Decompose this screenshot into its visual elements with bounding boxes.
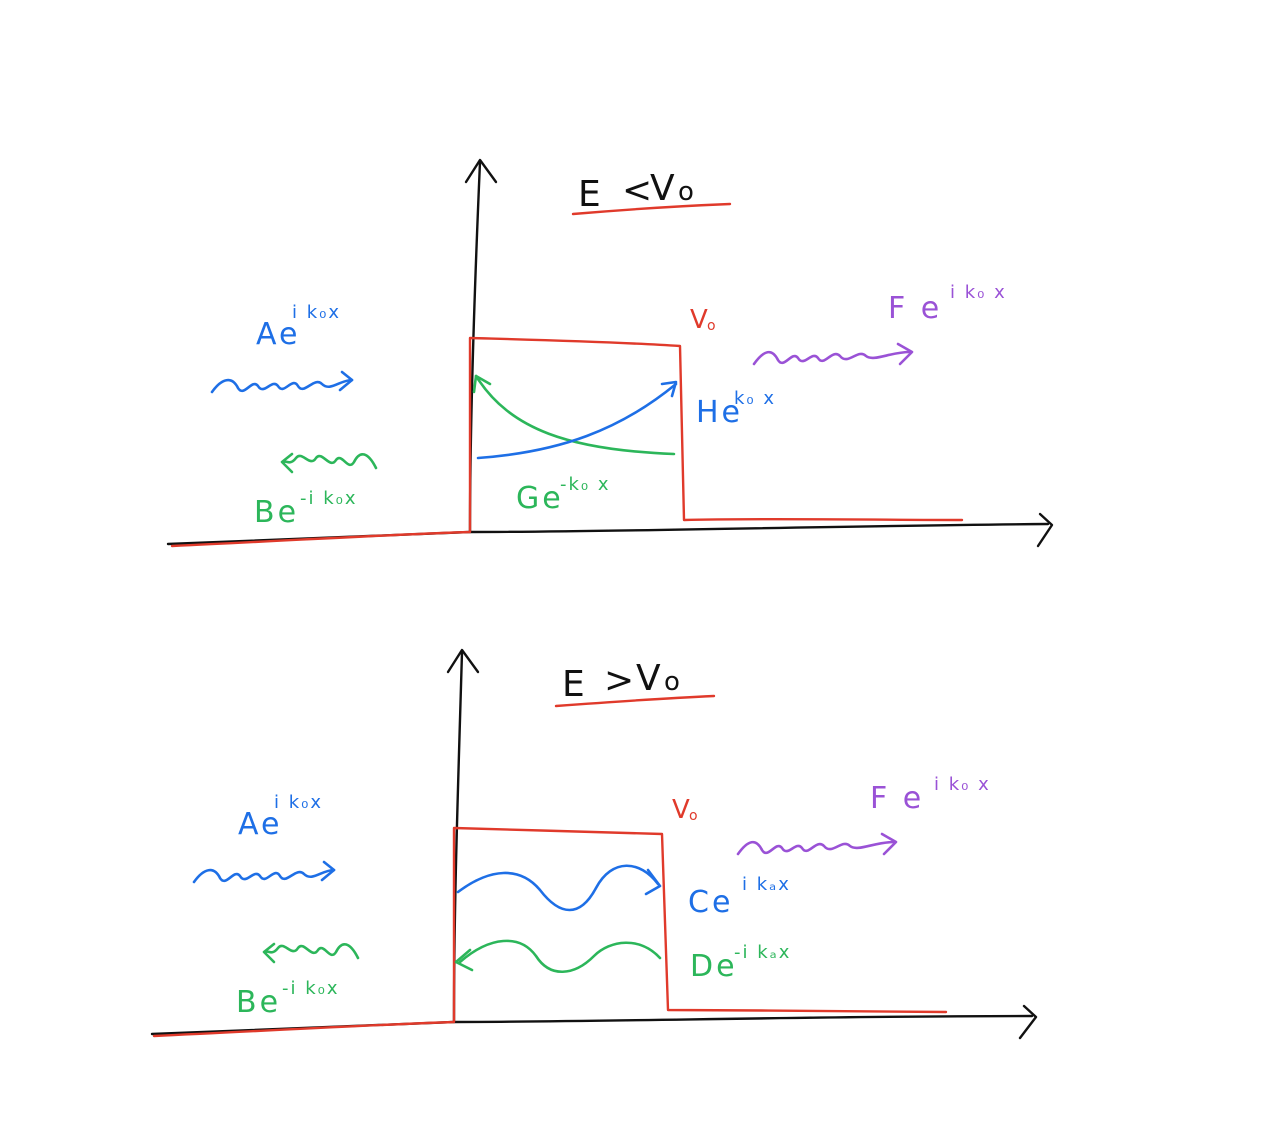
reflected-squiggle [264,943,360,960]
potential-barrier [152,826,948,1038]
incident-wave-exponent: i k₀x [274,792,323,813]
title-potential-subscript: o [664,667,680,697]
decaying-wave-arrowhead [472,374,492,394]
y-axis [468,160,482,534]
panel-title: E > V o [554,658,716,708]
incident-arrowhead [320,860,336,882]
transmitted-wave-coefficient: F e [870,781,924,816]
backward-oscillating-arrowhead [454,948,474,972]
growing-wave-coefficient: He [696,395,743,430]
x-axis-arrowhead [1018,1004,1038,1040]
forward-oscillating-coefficient: Ce [688,885,733,920]
panel-title: E < V o [571,168,732,216]
backward-oscillating-exponent: -i kₐx [734,942,791,963]
title-relation: > [604,660,640,701]
incident-wave-exponent: i k₀x [292,302,341,323]
title-underline [554,694,716,708]
forward-oscillating-wave [456,864,660,912]
title-potential-subscript: o [678,177,694,207]
incident-wave-coefficient: Ae [238,807,282,842]
barrier-height-subscript: o [707,318,716,334]
barrier-height-label: V [672,795,690,825]
barrier-height-subscript: o [689,808,698,824]
incident-wave-coefficient: Ae [256,317,300,352]
title-energy: E [578,174,607,215]
potential-barrier [170,336,964,548]
incident-squiggle [210,378,354,394]
y-axis-arrowhead [464,158,498,184]
reflected-wave-exponent: -i k₀x [300,488,358,509]
x-axis [150,1014,1034,1036]
panel-e-greater-than-v0: E > V o V o Ae i k₀x Be -i k₀x F e i k₀ … [150,648,1038,1040]
reflected-arrowhead [280,452,294,474]
forward-oscillating-arrowhead [644,868,662,896]
growing-wave-exponent: k₀ x [734,388,776,409]
transmitted-squiggle [752,350,912,366]
title-underline [571,202,732,216]
reflected-squiggle [282,453,378,470]
y-axis-arrowhead [446,648,480,674]
x-axis-arrowhead [1036,512,1054,548]
incident-arrowhead [338,370,354,392]
transmitted-wave-exponent: i k₀ x [934,774,991,795]
title-potential: V [636,658,667,699]
title-energy: E [562,664,591,705]
transmitted-arrowhead [896,342,914,366]
growing-wave-curve [476,382,678,460]
reflected-wave-exponent: -i k₀x [282,978,340,999]
transmitted-arrowhead [880,832,898,856]
x-axis [166,522,1050,546]
decaying-wave-curve [474,374,676,456]
reflected-arrowhead [262,942,276,964]
backward-oscillating-wave [458,939,662,973]
forward-oscillating-exponent: i kₐx [742,874,791,895]
barrier-height-label: V [690,305,708,335]
incident-squiggle [192,868,336,884]
decaying-wave-coefficient: Ge [516,481,564,516]
reflected-wave-coefficient: Be [254,495,299,530]
decaying-wave-exponent: -k₀ x [560,474,611,495]
transmitted-squiggle [736,840,896,856]
transmitted-wave-coefficient: F e [888,291,942,326]
transmitted-wave-exponent: i k₀ x [950,282,1007,303]
growing-wave-arrowhead [660,380,678,398]
backward-oscillating-coefficient: De [690,949,738,984]
title-relation: < [622,170,658,211]
title-potential: V [650,168,681,209]
reflected-wave-coefficient: Be [236,985,281,1020]
panel-e-less-than-v0: E < V o V o Ae i k₀x Be -i k₀x F e i k₀ … [166,158,1054,548]
